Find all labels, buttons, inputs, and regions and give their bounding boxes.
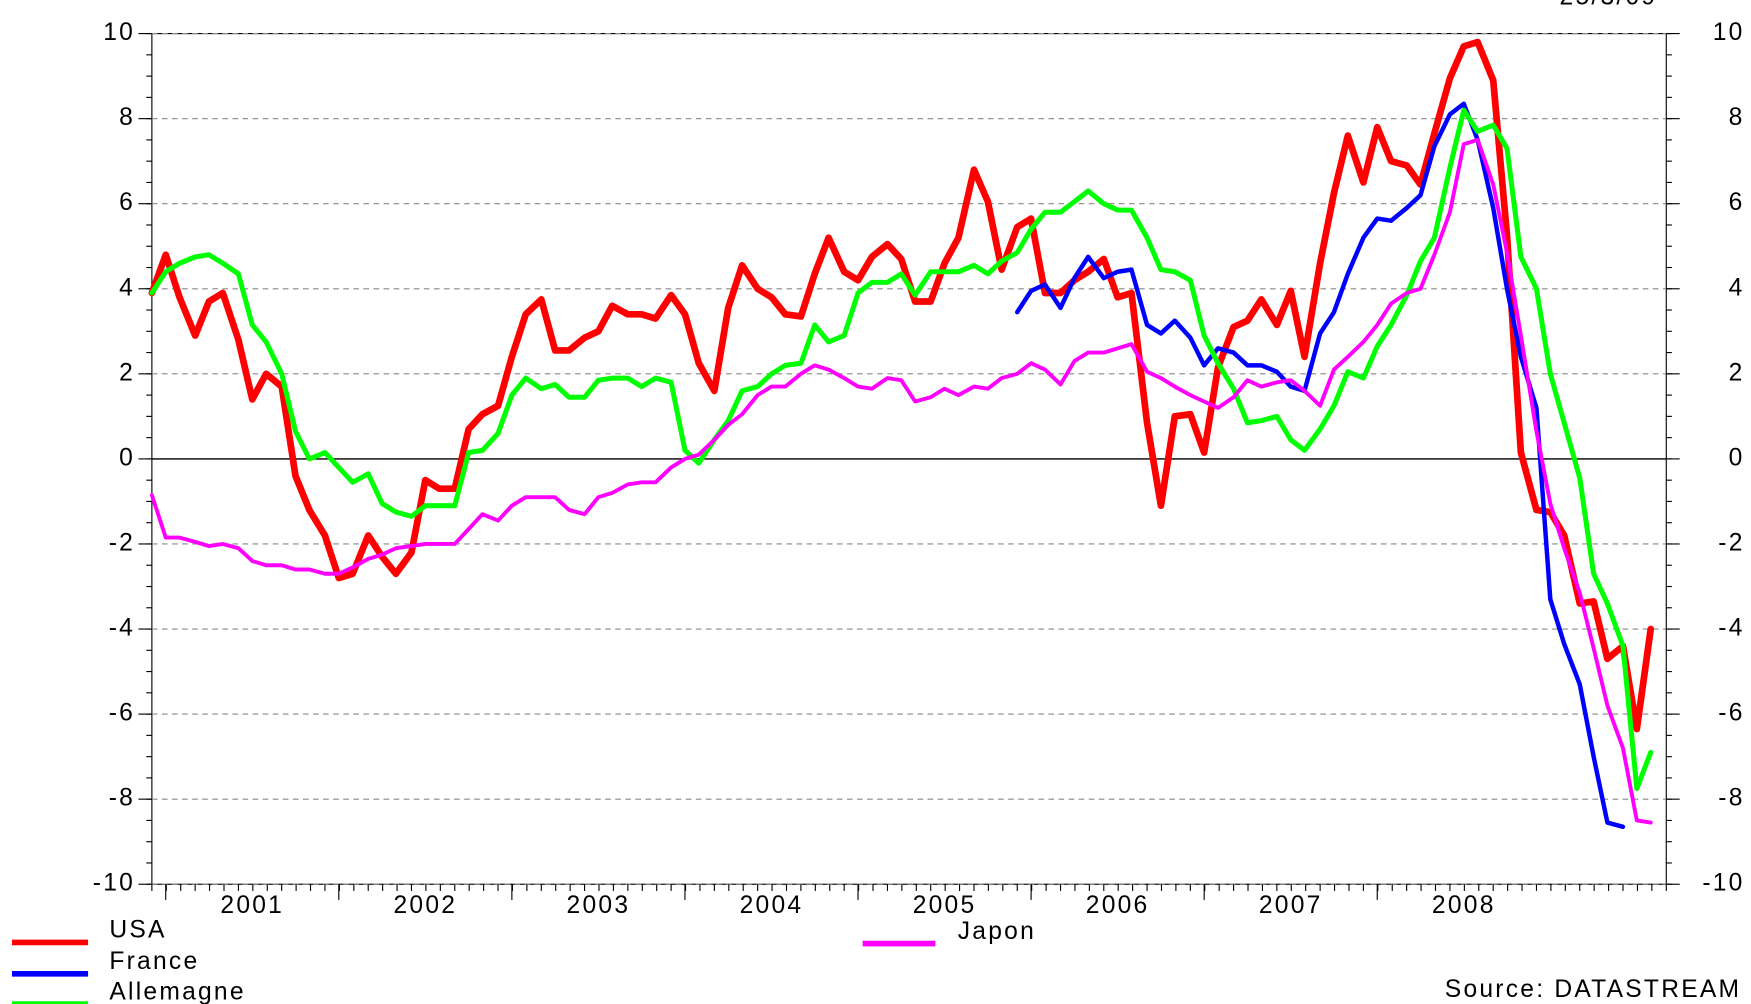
y-tick-label: 2 xyxy=(119,359,135,386)
x-tick-label: 2006 xyxy=(1086,892,1150,919)
y2-tick-label: 0 xyxy=(1729,444,1745,471)
x-tick-label: 2001 xyxy=(220,892,284,919)
series-line xyxy=(148,38,1655,733)
y-tick-label: -8 xyxy=(109,785,135,812)
series-line xyxy=(149,107,1654,792)
y2-tick-label: 2 xyxy=(1729,359,1745,386)
legend-label: France xyxy=(109,948,199,975)
y-tick-label: 10 xyxy=(103,19,135,46)
x-tick-label: 2004 xyxy=(740,892,804,919)
y2-tick-label: -4 xyxy=(1718,615,1744,642)
y-tick-label: -2 xyxy=(109,529,135,556)
x-tick-label: 2005 xyxy=(913,892,977,919)
y-tick-label: -4 xyxy=(109,615,135,642)
y-tick-label: 8 xyxy=(119,104,135,131)
y2-tick-label: -2 xyxy=(1718,529,1744,556)
y2-tick-label: 10 xyxy=(1713,19,1745,46)
y-tick-label: -6 xyxy=(109,700,135,727)
legend-label: Japon xyxy=(958,918,1036,945)
y2-tick-label: -6 xyxy=(1718,700,1744,727)
y2-tick-label: -8 xyxy=(1718,785,1744,812)
y2-tick-label: -10 xyxy=(1702,870,1744,897)
x-tick-label: 2003 xyxy=(567,892,631,919)
series-line xyxy=(149,137,1653,825)
source-label: Source: DATASTREAM xyxy=(1445,976,1741,1003)
y-tick-label: 0 xyxy=(119,444,135,471)
date-label: 25/3/09 xyxy=(1560,0,1658,10)
y-tick-label: -10 xyxy=(93,870,135,897)
x-tick-label: 2008 xyxy=(1432,892,1496,919)
legend-label: USA xyxy=(109,917,166,944)
y-tick-label: 6 xyxy=(119,189,135,216)
series-line xyxy=(1014,101,1626,830)
x-tick-label: 2007 xyxy=(1259,892,1323,919)
y-tick-label: 4 xyxy=(119,274,135,301)
legend-label: Allemagne xyxy=(109,978,245,1004)
y2-tick-label: 8 xyxy=(1729,104,1745,131)
y2-tick-label: 4 xyxy=(1729,274,1745,301)
y2-tick-label: 6 xyxy=(1729,189,1745,216)
x-tick-label: 2002 xyxy=(393,892,457,919)
